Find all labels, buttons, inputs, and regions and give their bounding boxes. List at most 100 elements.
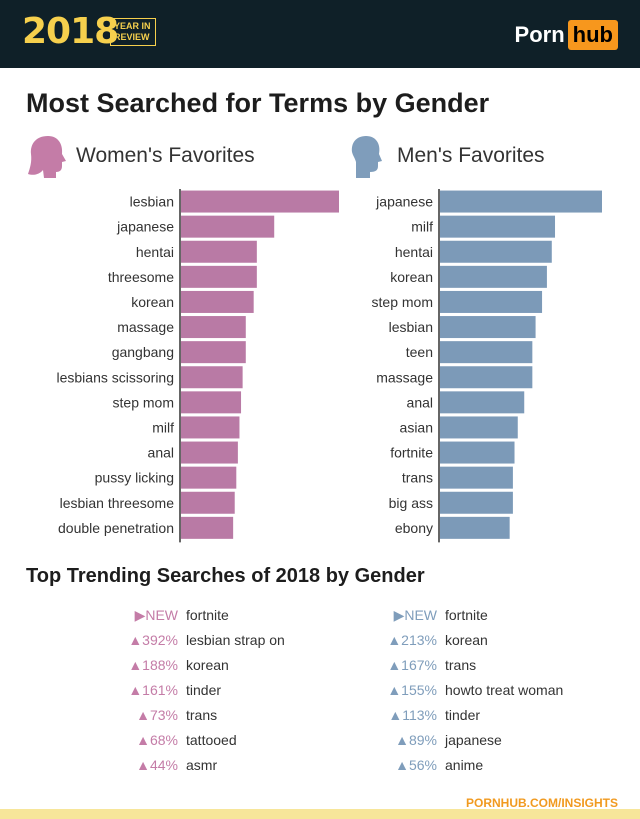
women-category-label: threesome [108, 269, 174, 285]
women-trending-term: korean [186, 657, 229, 673]
women-trending-term: trans [186, 707, 218, 723]
men-trending-change: ▲56% [395, 757, 437, 773]
women-bar [181, 366, 243, 389]
women-trending-change: ▲73% [136, 707, 178, 723]
women-trending-term: tinder [186, 682, 222, 698]
men-bar [440, 516, 510, 539]
woman-head-icon [28, 136, 66, 178]
women-bar [181, 391, 242, 414]
men-category-label: trans [402, 470, 433, 486]
men-trending-change: ▶NEW [393, 607, 437, 623]
pornhub-logo: Porn hub [515, 20, 618, 50]
women-bar [181, 190, 339, 213]
footer-url: PORNHUB.COM/INSIGHTS [465, 796, 618, 810]
men-trending-change: ▲213% [387, 632, 437, 648]
men-bar [440, 391, 525, 414]
women-category-label: double penetration [58, 520, 174, 536]
men-category-label: asian [400, 419, 433, 435]
women-trending-change: ▶NEW [134, 607, 178, 623]
men-bar [440, 290, 543, 313]
men-bar [440, 215, 556, 238]
year-label: 2018 [22, 11, 119, 52]
women-trending-term: lesbian strap on [186, 632, 285, 648]
men-category-label: teen [406, 344, 433, 360]
men-bar [440, 416, 518, 439]
women-trending-term: tattooed [186, 732, 237, 748]
header-bar: 2018 YEAR IN REVIEW Porn hub [0, 0, 640, 68]
men-bar [440, 366, 533, 389]
women-category-label: gangbang [112, 344, 174, 360]
women-category-label: japanese [116, 219, 174, 235]
men-bar [440, 240, 552, 263]
men-trending-change: ▲89% [395, 732, 437, 748]
women-bar [181, 240, 257, 263]
men-category-label: anal [407, 394, 433, 410]
women-trending-change: ▲68% [136, 732, 178, 748]
women-trending-term: fortnite [186, 607, 229, 623]
women-bar [181, 466, 237, 489]
year-in-review-badge: YEAR IN REVIEW [110, 18, 156, 46]
men-bar [440, 316, 536, 339]
women-bar [181, 441, 238, 464]
men-trending-change: ▲155% [387, 682, 437, 698]
women-category-label: step mom [113, 394, 174, 410]
trending-section-title: Top Trending Searches of 2018 by Gender [26, 565, 425, 587]
men-category-label: lesbian [389, 319, 433, 335]
logo-text-porn: Porn [514, 22, 565, 47]
women-category-label: lesbian [130, 194, 174, 210]
men-trending-change: ▲167% [387, 657, 437, 673]
men-bar [440, 466, 513, 489]
men-category-label: milf [411, 219, 433, 235]
women-bar [181, 516, 234, 539]
women-bar [181, 215, 275, 238]
men-trending-term: tinder [445, 707, 481, 723]
men-trending-term: howto treat woman [445, 682, 564, 698]
logo-text-hub: hub [567, 20, 618, 50]
men-trending-term: japanese [445, 732, 502, 748]
men-favorites-title: Men's Favorites [397, 144, 545, 167]
men-bar [440, 190, 602, 213]
favorites-bar-charts: lesbian japanese hentai threesome korean mass… [57, 189, 602, 543]
women-category-label: korean [131, 294, 174, 310]
women-trending-change: ▲161% [128, 682, 178, 698]
men-bar [440, 441, 515, 464]
men-category-label: hentai [395, 244, 433, 260]
women-bar [181, 416, 240, 439]
women-trending-term: asmr [186, 757, 218, 773]
man-head-icon [351, 136, 382, 178]
women-bar [181, 265, 257, 288]
women-category-label: lesbian threesome [60, 495, 175, 511]
footer-stripe [0, 809, 640, 819]
women-category-label: milf [152, 419, 174, 435]
men-trending-term: anime [445, 757, 484, 773]
men-trending-term: korean [445, 632, 488, 648]
women-category-label: hentai [136, 244, 174, 260]
men-category-label: step mom [372, 294, 433, 310]
men-category-label: ebony [395, 520, 433, 536]
women-bar [181, 491, 235, 514]
women-bar [181, 290, 254, 313]
women-trending-change: ▲188% [128, 657, 178, 673]
women-category-label: anal [148, 445, 174, 461]
women-trending-change: ▲392% [128, 632, 178, 648]
women-bar [181, 316, 246, 339]
men-category-label: big ass [389, 495, 433, 511]
men-trending-change: ▲113% [388, 707, 437, 723]
page-title: Most Searched for Terms by Gender [26, 88, 490, 118]
men-category-label: massage [376, 369, 433, 385]
men-category-label: fortnite [390, 445, 433, 461]
women-trending-change: ▲44% [136, 757, 178, 773]
men-category-label: korean [390, 269, 433, 285]
women-category-label: massage [117, 319, 174, 335]
men-category-label: japanese [375, 194, 433, 210]
men-bar [440, 341, 533, 364]
men-trending-term: fortnite [445, 607, 488, 623]
women-favorites-title: Women's Favorites [76, 144, 255, 167]
men-bar [440, 491, 513, 514]
men-trending-term: trans [445, 657, 477, 673]
year-in-review-line2: REVIEW [114, 32, 150, 42]
women-bar [181, 341, 246, 364]
women-category-label: lesbians scissoring [57, 369, 175, 385]
women-category-label: pussy licking [95, 470, 174, 486]
year-in-review-line1: YEAR IN [114, 21, 151, 31]
